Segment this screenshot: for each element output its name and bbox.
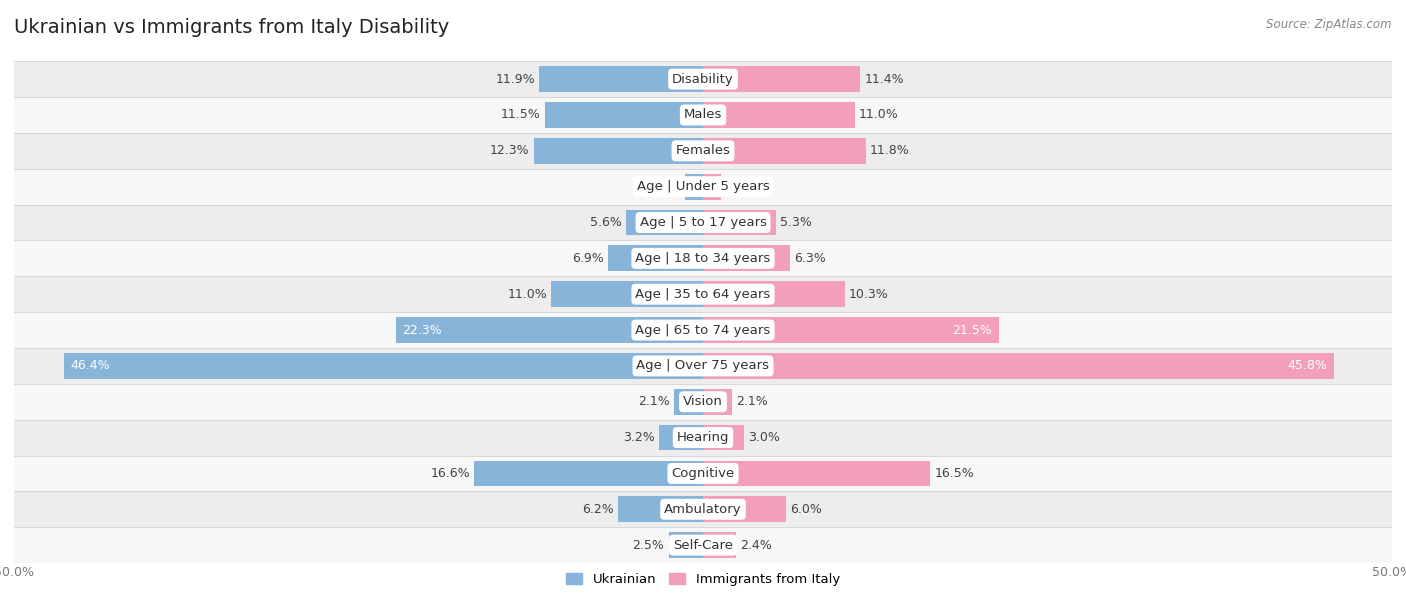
Text: 5.6%: 5.6% [591,216,621,229]
Bar [673,389,703,415]
Bar [14,455,1392,491]
Text: 11.0%: 11.0% [859,108,898,121]
Bar [703,102,855,128]
Text: 3.0%: 3.0% [748,431,780,444]
Text: Age | Over 75 years: Age | Over 75 years [637,359,769,372]
Legend: Ukrainian, Immigrants from Italy: Ukrainian, Immigrants from Italy [561,568,845,592]
Bar [14,276,1392,312]
Text: 6.2%: 6.2% [582,503,613,516]
Text: Hearing: Hearing [676,431,730,444]
Bar [551,282,703,307]
Text: 2.4%: 2.4% [740,539,772,551]
Bar [14,527,1392,563]
Bar [395,317,703,343]
Bar [14,384,1392,420]
Bar [14,491,1392,527]
Bar [617,496,703,522]
Text: 6.9%: 6.9% [572,252,603,265]
Text: 11.9%: 11.9% [495,73,534,86]
Text: Vision: Vision [683,395,723,408]
Text: Age | 65 to 74 years: Age | 65 to 74 years [636,324,770,337]
Text: 22.3%: 22.3% [402,324,443,337]
Bar [703,138,866,164]
Bar [703,317,1000,343]
Bar [703,282,845,307]
Text: Self-Care: Self-Care [673,539,733,551]
Text: 11.8%: 11.8% [870,144,910,157]
Bar [703,460,931,487]
Text: Age | Under 5 years: Age | Under 5 years [637,180,769,193]
Bar [14,97,1392,133]
Text: 11.0%: 11.0% [508,288,547,300]
Bar [63,353,703,379]
Bar [544,102,703,128]
Text: 2.1%: 2.1% [638,395,669,408]
Text: 10.3%: 10.3% [849,288,889,300]
Bar [538,66,703,92]
Text: Ambulatory: Ambulatory [664,503,742,516]
Bar [703,66,860,92]
Text: Disability: Disability [672,73,734,86]
Bar [14,61,1392,97]
Bar [14,241,1392,276]
Text: 1.3%: 1.3% [650,180,681,193]
Bar [14,204,1392,241]
Bar [14,133,1392,169]
Bar [626,209,703,236]
Text: 2.1%: 2.1% [737,395,768,408]
Bar [14,312,1392,348]
Text: 11.4%: 11.4% [865,73,904,86]
Bar [703,245,790,271]
Text: 21.5%: 21.5% [953,324,993,337]
Bar [607,245,703,271]
Text: Age | 35 to 64 years: Age | 35 to 64 years [636,288,770,300]
Text: 12.3%: 12.3% [489,144,530,157]
Text: 5.3%: 5.3% [780,216,813,229]
Text: 3.2%: 3.2% [623,431,655,444]
Bar [14,348,1392,384]
Text: 11.5%: 11.5% [501,108,540,121]
Text: Ukrainian vs Immigrants from Italy Disability: Ukrainian vs Immigrants from Italy Disab… [14,18,450,37]
Bar [685,174,703,200]
Text: 46.4%: 46.4% [70,359,110,372]
Text: Age | 18 to 34 years: Age | 18 to 34 years [636,252,770,265]
Text: 2.5%: 2.5% [633,539,665,551]
Bar [14,169,1392,204]
Bar [703,425,744,450]
Text: 1.3%: 1.3% [725,180,756,193]
Text: 45.8%: 45.8% [1288,359,1327,372]
Text: Age | 5 to 17 years: Age | 5 to 17 years [640,216,766,229]
Bar [14,420,1392,455]
Bar [703,174,721,200]
Bar [474,460,703,487]
Bar [703,209,776,236]
Text: 16.6%: 16.6% [430,467,470,480]
Text: Females: Females [675,144,731,157]
Bar [703,496,786,522]
Bar [669,532,703,558]
Bar [659,425,703,450]
Text: Males: Males [683,108,723,121]
Text: 16.5%: 16.5% [935,467,974,480]
Text: Source: ZipAtlas.com: Source: ZipAtlas.com [1267,18,1392,31]
Bar [703,532,737,558]
Bar [703,389,733,415]
Bar [703,353,1334,379]
Text: 6.0%: 6.0% [790,503,821,516]
Text: Cognitive: Cognitive [672,467,734,480]
Bar [533,138,703,164]
Text: 6.3%: 6.3% [794,252,825,265]
